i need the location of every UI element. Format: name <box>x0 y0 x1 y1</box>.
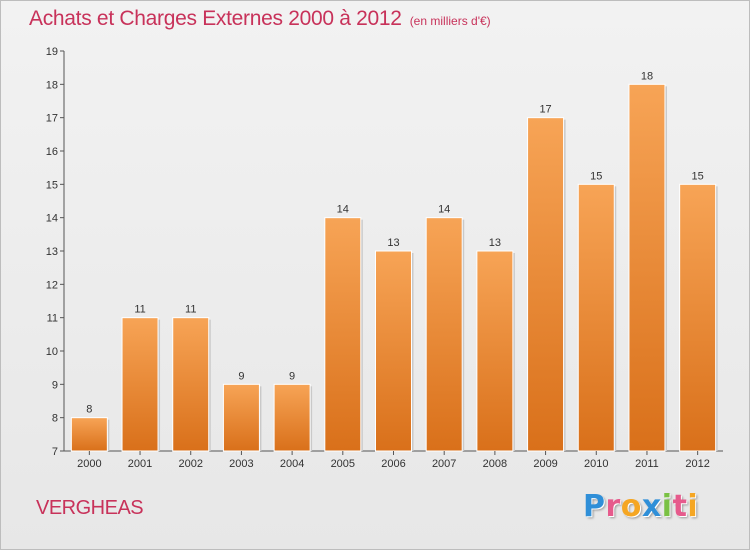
commune-name: VERGHEAS <box>36 497 144 519</box>
bar-value-label: 13 <box>387 237 399 249</box>
x-tick-label: 2012 <box>685 458 709 470</box>
bar <box>70 417 108 452</box>
bar <box>476 250 514 452</box>
y-tick-label: 10 <box>46 346 58 358</box>
bar <box>375 250 412 452</box>
bar-value-label: 9 <box>238 370 244 382</box>
bar <box>527 117 565 452</box>
y-tick-label: 9 <box>52 379 58 391</box>
chart-subtitle: (en milliers d'€) <box>409 14 491 28</box>
bar-value-label: 15 <box>692 170 704 182</box>
y-tick-label: 16 <box>46 146 58 158</box>
logo-letter: o <box>620 489 642 524</box>
bar-value-label: 11 <box>185 304 196 316</box>
proxiti-logo[interactable]: Proxiti <box>583 489 698 524</box>
logo-letter: i <box>661 489 673 524</box>
y-tick-label: 18 <box>46 79 58 91</box>
y-tick-label: 8 <box>52 413 58 425</box>
chart-title: Achats et Charges Externes 2000 à 2012 (e… <box>29 7 491 31</box>
bar <box>628 83 666 452</box>
logo-letter: r <box>605 489 621 524</box>
y-tick-label: 15 <box>46 179 58 191</box>
logo-letter: i <box>687 489 699 524</box>
bar-value-label: 15 <box>590 170 602 182</box>
y-tick-label: 11 <box>47 313 58 325</box>
bar <box>324 217 362 452</box>
x-tick-label: 2000 <box>77 458 101 470</box>
bar <box>121 317 159 452</box>
y-tick-label: 14 <box>46 213 58 225</box>
x-tick-label: 2010 <box>584 458 608 470</box>
x-tick-label: 2007 <box>432 458 456 470</box>
logo-letter: x <box>641 489 662 524</box>
y-tick-label: 19 <box>46 46 58 58</box>
bar-value-label: 18 <box>641 70 653 82</box>
x-tick-label: 2011 <box>635 458 659 470</box>
x-tick-label: 2001 <box>128 458 152 470</box>
bar <box>172 317 210 452</box>
x-tick-label: 2003 <box>229 458 253 470</box>
logo-letter: t <box>672 489 688 524</box>
x-tick-label: 2008 <box>483 458 507 470</box>
bar-value-label: 17 <box>539 104 551 116</box>
bar <box>222 383 260 452</box>
bar <box>679 183 717 452</box>
bar-value-label: 9 <box>289 370 295 382</box>
bar <box>577 183 615 452</box>
bar-value-label: 13 <box>489 237 501 249</box>
bar-value-label: 11 <box>134 304 145 316</box>
y-tick-label: 7 <box>52 446 58 458</box>
x-tick-label: 2002 <box>178 458 202 470</box>
y-tick-label: 13 <box>46 246 58 258</box>
bar-value-label: 14 <box>337 204 349 216</box>
bar <box>425 217 463 452</box>
logo-letter: P <box>583 489 606 524</box>
bar <box>273 383 311 452</box>
x-tick-label: 2006 <box>381 458 405 470</box>
bar-value-label: 14 <box>438 204 450 216</box>
chart-title-text: Achats et Charges Externes 2000 à 2012 <box>29 7 402 30</box>
y-tick-label: 17 <box>46 113 58 125</box>
x-tick-label: 2004 <box>280 458 304 470</box>
y-tick-label: 12 <box>46 279 58 291</box>
x-tick-label: 2005 <box>331 458 355 470</box>
bar-value-label: 8 <box>86 404 92 416</box>
x-tick-label: 2009 <box>533 458 557 470</box>
